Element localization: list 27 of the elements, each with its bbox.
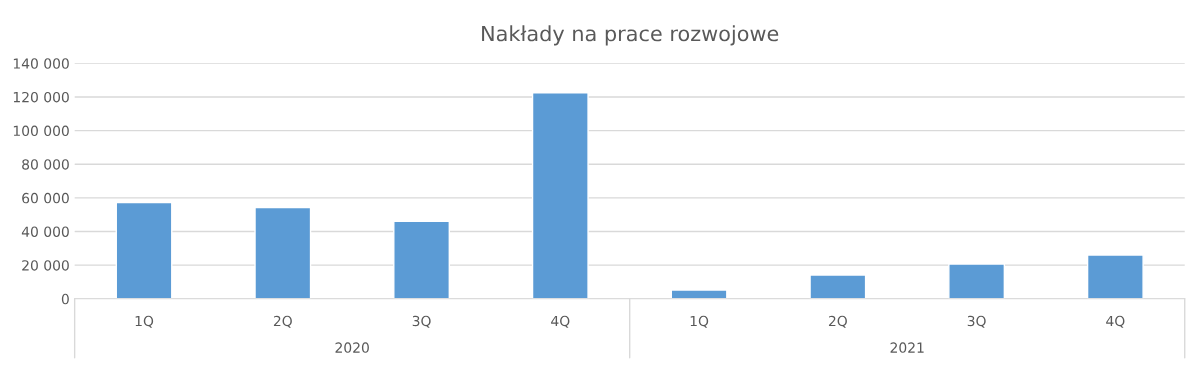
x-tick-label: 2Q	[273, 315, 292, 328]
y-tick-label: 60 000	[22, 192, 69, 204]
bar	[254, 206, 312, 299]
y-tick-label: 0	[61, 293, 69, 305]
x-tick-label: 1Q	[135, 315, 154, 328]
x-tick-label: 2Q	[828, 315, 847, 328]
x-tick-label: 4Q	[1106, 315, 1125, 328]
x-tick-label: 3Q	[967, 315, 986, 328]
y-tick-label: 100 000	[13, 125, 69, 137]
bar	[115, 201, 173, 299]
x-tick-label: 3Q	[412, 315, 431, 328]
y-tick-label: 120 000	[13, 91, 69, 103]
y-tick-label: 20 000	[22, 260, 69, 271]
x-tick-label: 4Q	[551, 315, 570, 328]
y-tick-label: 80 000	[22, 159, 69, 170]
bar	[809, 274, 867, 299]
y-tick-label: 140 000	[13, 58, 69, 69]
bar	[393, 220, 450, 299]
bar	[1086, 254, 1144, 299]
chart-title: Nakłady na prace rozwojowe	[482, 25, 779, 46]
x-tick-label: 1Q	[690, 315, 709, 328]
y-tick-label: 40 000	[21, 226, 69, 237]
bar	[948, 263, 1006, 299]
bar	[531, 92, 589, 299]
text: 2021	[890, 342, 924, 353]
text: 2020	[335, 342, 369, 353]
bar	[670, 289, 728, 299]
